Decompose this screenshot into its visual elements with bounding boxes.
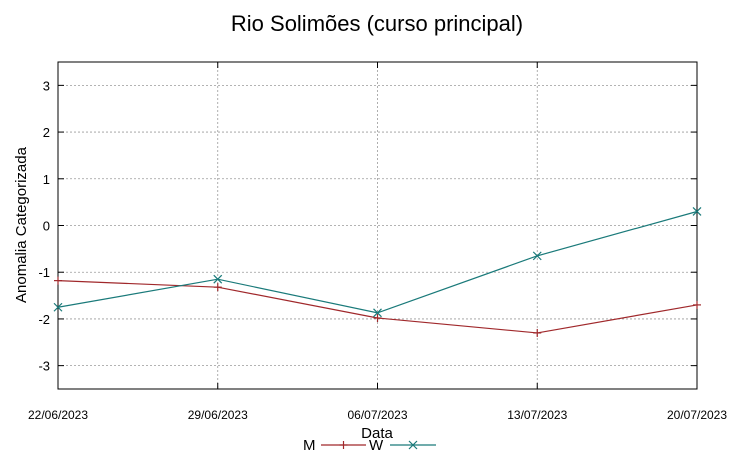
x-tick-label: 29/06/2023 [188,408,248,422]
data-point-M [213,283,222,292]
x-tick-label: 22/06/2023 [28,408,88,422]
data-point-W [532,251,542,261]
data-point-M [693,300,701,309]
data-point-W [53,302,63,312]
data-point-M [533,328,542,337]
series-layer [53,207,702,337]
y-tick-label: -3 [38,359,50,374]
y-tick-label: 0 [43,219,50,234]
x-axis-label: Data [361,425,393,442]
data-point-W [373,308,382,318]
y-tick-label: 1 [43,172,50,187]
x-tick-label: 06/07/2023 [347,408,407,422]
x-tick-label: 20/07/2023 [667,408,727,422]
legend-label-W: W [369,437,384,454]
data-point-W [213,274,223,284]
legend-marker-W [408,440,418,450]
data-point-W [692,207,702,216]
plot-frame [57,61,698,390]
axes: 3 2 1 0 -1 -2 -3 22/06/2023 29/06/2023 06/07/2023… [28,61,727,422]
x-tick-label: 13/07/2023 [507,408,567,422]
y-tick-label: -2 [38,312,50,327]
data-point-M [373,313,382,322]
chart-title: Rio Solimões (curso principal) [231,11,523,36]
y-tick-label: -1 [38,265,50,280]
y-tick-label: 2 [43,125,50,140]
y-tick-label: 3 [43,78,50,93]
grid [58,62,697,389]
data-point-M [54,276,62,285]
legend-label-M: M [303,437,316,454]
legend-marker-M [339,441,348,449]
y-axis-label: Anomalia Categorizada [13,146,30,303]
